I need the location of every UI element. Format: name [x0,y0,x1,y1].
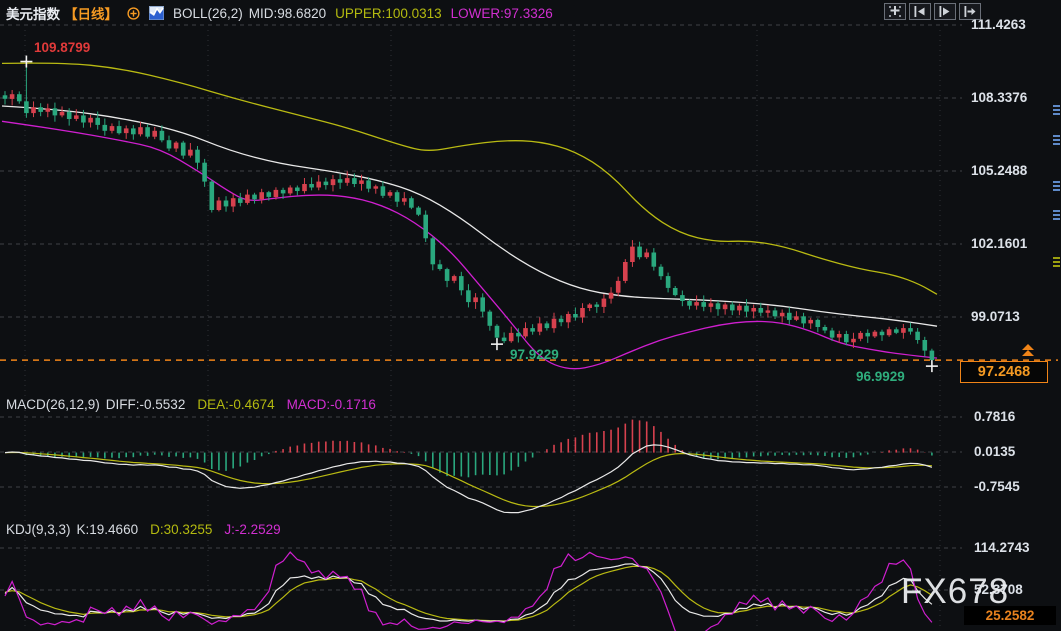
kdj-axis-label: 114.2743 [974,540,1030,555]
price-up-arrow-icon [1022,350,1034,356]
jump-latest-button[interactable] [959,3,981,20]
macd-pane-title: MACD(26,12,9) DIFF:-0.5532 DEA:-0.4674 M… [6,397,376,412]
kdj-j-value: J:-2.2529 [224,522,281,537]
pan-button[interactable] [884,3,906,20]
price-up-arrow-icon [1022,344,1034,350]
chart-toolbar [884,3,981,20]
fx678-watermark: FX678 [901,572,1010,611]
boll-upper-value: UPPER:100.0313 [335,5,442,21]
clipped-edge-glyph [1053,181,1060,193]
macd-axis-label: -0.7545 [974,479,1020,494]
chart-style-icon[interactable] [149,6,164,20]
price-axis-label: 108.3376 [971,90,1028,105]
clipped-edge-glyph [1053,257,1060,269]
last-low-annotation: 96.9929 [856,369,905,384]
high-annotation: 109.8799 [34,40,91,55]
kdj-d-value: D:30.3255 [150,522,213,537]
swing-low-annotation: 97.9229 [510,347,559,362]
price-axis-label: 102.1601 [971,236,1028,251]
period-selector[interactable]: 【日线】 [64,7,118,22]
clipped-edge-glyph [1053,210,1060,222]
kdj-axis-label: 52.3708 [974,582,1023,597]
crosshair-plus-icon[interactable] [127,6,140,20]
macd-dea-value: DEA:-0.4674 [197,397,275,412]
kdj-pane-title: KDJ(9,3,3) K:19.4660 D:30.3255 J:-2.2529 [6,522,281,537]
clipped-edge-glyph [1053,135,1060,147]
kdj-k-value: K:19.4660 [76,522,139,537]
jump-latest-icon [964,6,976,17]
scroll-right-button[interactable] [934,3,956,20]
clipped-edge-glyph [1053,105,1060,117]
macd-indicator-label: MACD(26,12,9) [6,397,100,412]
macd-axis-label: 0.0135 [974,444,1016,459]
macd-axis-label: 0.7816 [974,409,1016,424]
kdj-current-value-box: 25.2582 [964,606,1056,625]
boll-lower-value: LOWER:97.3326 [450,5,553,21]
scroll-left-button[interactable] [909,3,931,20]
macd-value: MACD:-0.1716 [286,397,376,412]
last-price-box: 97.2468 [960,361,1048,383]
price-axis-label: 99.0713 [971,309,1020,324]
macd-diff-value: DIFF:-0.5532 [105,397,186,412]
price-axis-label: 105.2488 [971,163,1028,178]
symbol-name: 美元指数 [6,7,60,22]
titlebar: 美元指数 【日线】 BOLL(26,2) MID:98.6820 UPPER:1… [6,3,553,23]
scroll-left-icon [914,6,925,17]
price-axis-label: 111.4263 [971,17,1026,32]
scroll-right-icon [939,6,950,17]
pan-icon [889,6,901,17]
candles [2,61,935,367]
boll-mid-value: MID:98.6820 [248,5,327,21]
kdj-indicator-label: KDJ(9,3,3) [6,522,71,537]
boll-indicator-label: BOLL(26,2) [173,5,243,21]
